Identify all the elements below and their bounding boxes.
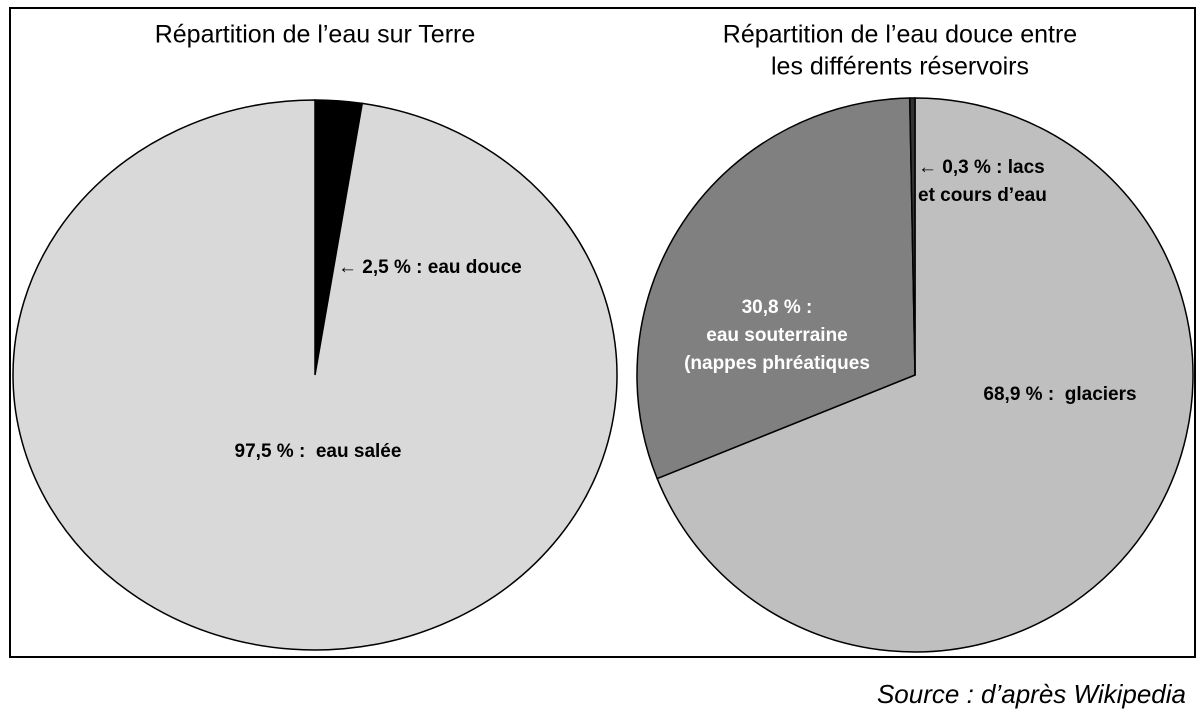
chart-title: Répartition de l’eau sur Terre	[155, 21, 476, 49]
pie-slice	[636, 97, 916, 480]
pie-slice	[12, 99, 618, 651]
slice-label: 68,9 % : glaciers	[983, 384, 1136, 405]
chart-title: Répartition de l’eau douce entre	[723, 21, 1077, 49]
frame	[9, 7, 1196, 658]
chart-title: les différents réservoirs	[771, 53, 1029, 81]
slice-label: ← 2,5 % : eau douce	[338, 257, 522, 278]
pie-slice	[908, 97, 916, 376]
slice-label: ← 0,3 % : lacs	[918, 157, 1045, 178]
pie-slice	[656, 97, 1194, 653]
source: Source : d’après Wikipedia	[877, 679, 1186, 709]
slice-label: et cours d’eau	[918, 185, 1047, 206]
slice-label: (nappes phréatiques	[684, 353, 870, 374]
slice-label: 30,8 % :	[742, 297, 813, 318]
slice-label: eau souterraine	[706, 325, 848, 346]
slice-label: 97,5 % : eau salée	[235, 441, 402, 462]
